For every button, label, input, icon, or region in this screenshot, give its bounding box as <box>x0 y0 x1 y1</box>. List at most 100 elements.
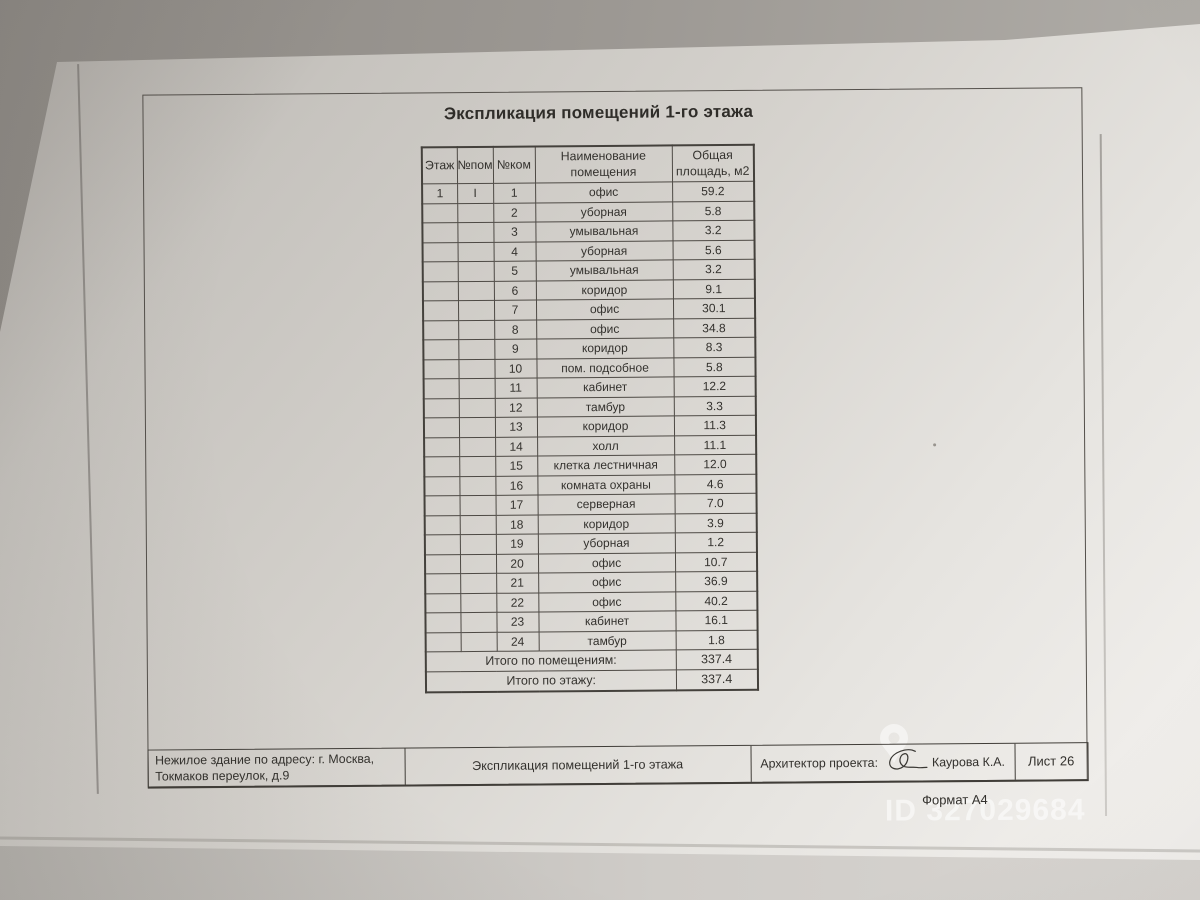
cell-floor <box>423 398 459 418</box>
col-header-name: Наименование помещения <box>534 145 673 184</box>
cell-area: 11.3 <box>673 415 757 436</box>
cell-name: офис <box>536 318 674 339</box>
cell-name: умывальная <box>535 220 673 242</box>
signature <box>889 748 928 770</box>
cell-area: 5.6 <box>672 239 755 260</box>
cell-floor <box>424 476 460 496</box>
cell-floor <box>424 456 460 477</box>
cell-kom: 22 <box>496 592 539 613</box>
cell-area: 10.7 <box>674 551 758 572</box>
cell-kom: 19 <box>495 533 538 554</box>
cell-kom: 10 <box>494 358 537 379</box>
cell-pom <box>457 261 494 282</box>
cell-floor <box>422 222 458 243</box>
cell-name: офис <box>535 298 674 320</box>
total-floor-row: Итого по этажу: 337.4 <box>425 669 759 693</box>
table-row: 8 офис 34.8 <box>423 317 756 340</box>
cell-pom <box>457 241 494 262</box>
cell-kom: 9 <box>494 338 537 359</box>
cell-area: 11.1 <box>674 434 757 455</box>
cell-floor <box>424 495 460 516</box>
cell-pom <box>459 553 497 574</box>
cell-area: 5.8 <box>672 200 755 221</box>
cell-pom <box>460 573 497 594</box>
table-row: 12 тамбур 3.3 <box>423 395 756 418</box>
cell-kom: 5 <box>493 261 536 281</box>
cell-area: 16.1 <box>675 610 758 631</box>
total-floor-value: 337.4 <box>675 669 759 691</box>
total-rooms-label: Итого по помещениям: <box>425 649 676 672</box>
cell-area: 34.8 <box>673 317 756 338</box>
page-title: Экспликация помещений 1-го этажа <box>443 101 754 124</box>
cell-pom <box>459 514 496 535</box>
cell-floor <box>425 593 461 613</box>
table-row: 19 уборная 1.2 <box>424 532 757 555</box>
architect-name: Каурова К.А. <box>931 754 1005 769</box>
cell-floor <box>422 300 459 321</box>
cell-kom: 1 <box>493 183 536 203</box>
drawing-frame: Экспликация помещений 1-го этажа Этаж №п… <box>142 87 1089 789</box>
cell-area: 3.2 <box>672 220 755 241</box>
table-row: 6 коридор 9.1 <box>422 278 755 301</box>
table-row: 9 коридор 8.3 <box>423 337 756 360</box>
cell-floor <box>423 320 459 340</box>
cell-area: 30.1 <box>672 298 756 319</box>
table-row: 13 коридор 11.3 <box>423 415 757 438</box>
cell-area: 36.9 <box>675 571 758 592</box>
cell-pom <box>460 631 497 652</box>
cell-pom <box>460 612 497 633</box>
address-line1: Нежилое здание по адресу: г. Москва, <box>155 751 375 768</box>
cell-floor <box>422 261 458 282</box>
cell-kom: 3 <box>493 222 536 242</box>
cell-pom: I <box>457 183 494 204</box>
cell-kom: 14 <box>495 436 538 457</box>
table-row: 17 серверная 7.0 <box>424 493 757 516</box>
table-row: 18 коридор 3.9 <box>424 512 757 535</box>
table-row: 14 холл 11.1 <box>424 434 757 457</box>
title-block: Нежилое здание по адресу: г. Москва, Ток… <box>146 741 1089 789</box>
cell-kom: 18 <box>495 514 538 535</box>
cell-floor <box>423 417 460 438</box>
cell-area: 4.6 <box>674 473 757 494</box>
cell-pom <box>458 358 495 379</box>
cell-pom <box>459 475 496 496</box>
architect-label: Архитектор проекта: <box>760 755 879 771</box>
cell-name: тамбур <box>536 396 674 417</box>
col-header-floor: Этаж <box>421 147 458 184</box>
cell-pom <box>459 456 496 477</box>
table-row: 7 офис 30.1 <box>422 298 756 321</box>
cell-floor <box>425 573 461 594</box>
table-row: 23 кабинет 16.1 <box>425 610 758 633</box>
cell-area: 3.2 <box>672 259 755 280</box>
cell-name: коридор <box>535 279 673 300</box>
cell-name: комната охраны <box>537 474 675 495</box>
cell-floor <box>423 359 459 379</box>
cell-pom <box>457 300 495 321</box>
cell-pom <box>459 534 496 555</box>
cell-name: холл <box>537 435 675 456</box>
cell-kom: 16 <box>495 475 538 496</box>
table-row: 10 пом. подсобное 5.8 <box>423 356 756 379</box>
cell-area: 12.2 <box>673 376 756 397</box>
cell-area: 3.3 <box>673 395 756 416</box>
cell-name: коридор <box>536 337 674 359</box>
cell-floor <box>422 242 458 262</box>
cell-name: коридор <box>536 415 675 437</box>
building-address: Нежилое здание по адресу: г. Москва, Ток… <box>148 748 404 786</box>
cell-pom <box>458 339 495 360</box>
binding-margin-line <box>77 64 99 794</box>
address-line2: Токмаков переулок, д.9 <box>155 768 290 784</box>
table-row: 1 I 1 офис 59.2 <box>422 181 755 204</box>
cell-pom <box>458 378 495 399</box>
cell-kom: 8 <box>494 319 537 340</box>
paper-fold-line <box>1099 134 1108 817</box>
cell-name: уборная <box>535 240 673 262</box>
cell-area: 7.0 <box>674 493 757 514</box>
cell-pom <box>457 222 494 243</box>
cell-name: коридор <box>537 513 675 534</box>
table-row: 5 умывальная 3.2 <box>422 259 755 282</box>
cell-kom: 4 <box>493 241 536 262</box>
format-label: Формат А4 <box>921 791 988 808</box>
cell-area: 1.8 <box>675 629 758 650</box>
